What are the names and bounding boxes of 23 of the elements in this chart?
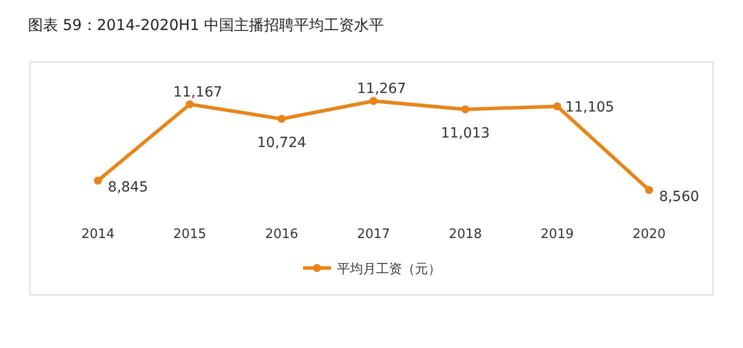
x-tick-label: 2014 <box>81 227 114 242</box>
data-label: 8,560 <box>659 189 700 205</box>
data-label: 8,845 <box>108 180 148 196</box>
point <box>186 100 194 108</box>
x-tick-label: 2020 <box>632 227 666 242</box>
data-label: 10,724 <box>257 134 306 151</box>
data-label: 11,167 <box>173 84 222 100</box>
x-tick-label: 2017 <box>356 227 390 242</box>
x-tick-label: 2016 <box>265 227 298 242</box>
data-label: 11,013 <box>440 125 490 142</box>
point <box>94 176 102 185</box>
point <box>645 186 654 194</box>
x-tick-label: 2015 <box>173 227 206 242</box>
legend-label: 平均月工资（元） <box>337 262 441 277</box>
x-tick-label: 2019 <box>540 227 574 242</box>
point <box>461 105 470 114</box>
point <box>278 114 286 123</box>
x-tick-label: 2018 <box>448 227 482 242</box>
point <box>370 97 378 105</box>
data-label: 11,105 <box>565 99 614 116</box>
point <box>553 102 562 110</box>
data-label: 11,267 <box>357 81 406 97</box>
chart-title: 图表 59：2014-2020H1 中国主播招聘平均工资水平 <box>28 16 384 34</box>
